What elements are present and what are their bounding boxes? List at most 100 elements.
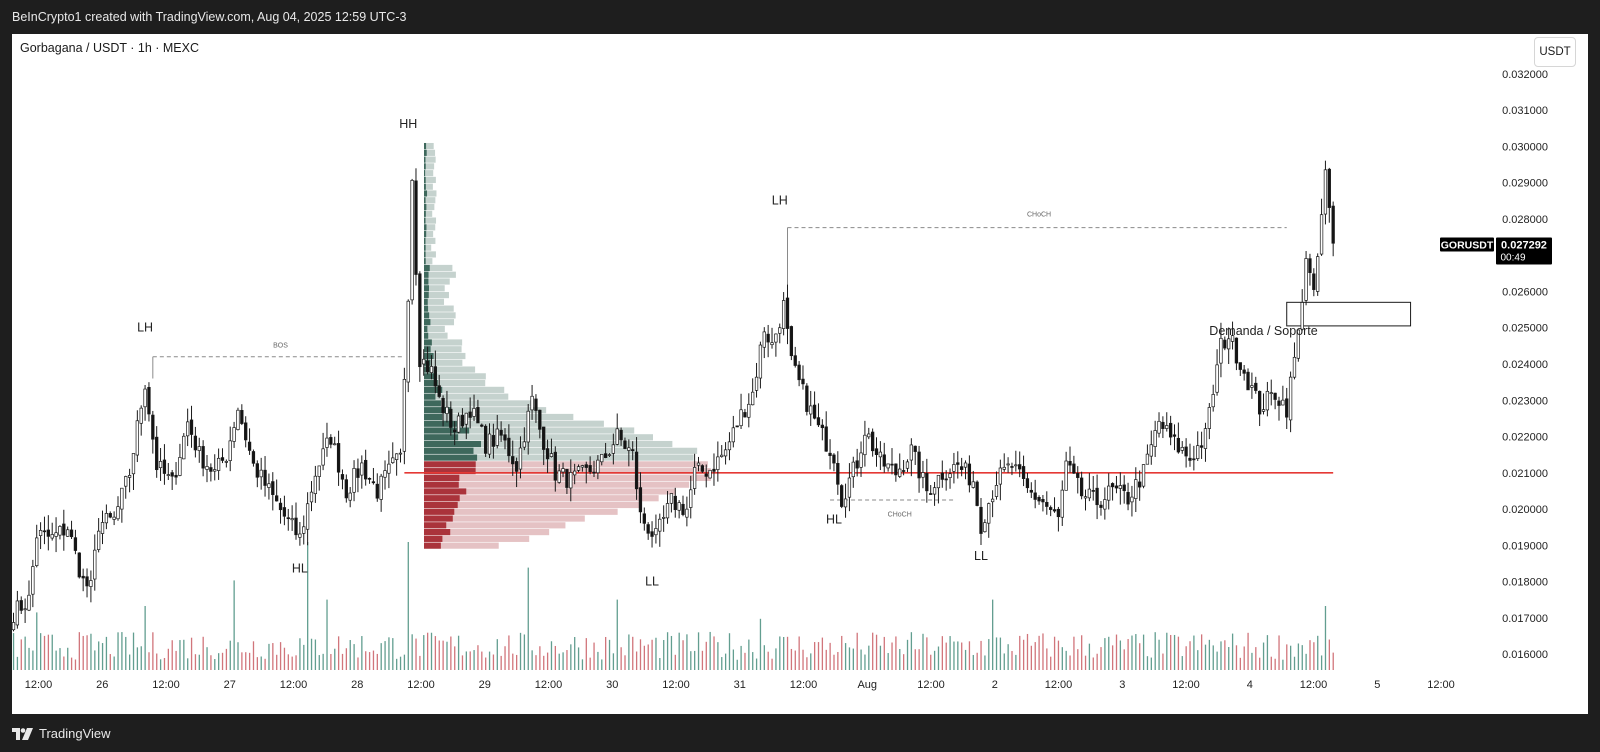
profile-row-total	[424, 501, 642, 509]
volume-bar	[736, 659, 738, 670]
volume-bar	[117, 632, 119, 670]
profile-row-core	[424, 210, 426, 217]
volume-bar	[759, 618, 762, 670]
volume-bar	[1313, 642, 1315, 670]
volume-bar	[218, 653, 220, 670]
candle-body	[1130, 496, 1134, 503]
time-tick-label: 31	[734, 679, 746, 691]
candle-body	[367, 477, 372, 480]
volume-bar	[581, 659, 584, 670]
profile-row-total	[424, 488, 676, 495]
candle-body	[1087, 488, 1092, 499]
volume-bar	[655, 637, 657, 670]
candle-body	[1068, 461, 1072, 466]
volume-bar	[1061, 647, 1063, 670]
candle-body	[507, 437, 511, 457]
candle-body	[735, 425, 739, 428]
price-tick-label: 0.023000	[1502, 395, 1548, 407]
tradingview-brand[interactable]: TradingView	[12, 726, 111, 741]
volume-bar	[1208, 639, 1211, 670]
profile-row-core	[424, 197, 426, 204]
candle-body	[228, 440, 232, 461]
candle-body	[387, 463, 391, 474]
structure-lines	[152, 227, 1334, 501]
chart-panel[interactable]: HH LH HL LL LH HL LL Demanda / Soporte BOS CHoCH C…	[12, 34, 1588, 714]
volume-bar	[167, 648, 169, 670]
profile-row-core	[424, 156, 426, 163]
volume-bar	[248, 652, 251, 670]
demand-zone	[1286, 301, 1412, 327]
volume-bar	[999, 637, 1002, 670]
volume-bar	[674, 654, 676, 670]
volume-bar	[1154, 632, 1156, 670]
volume-bar	[516, 654, 518, 670]
candle-body	[959, 466, 964, 470]
candle-body	[809, 405, 813, 415]
volume-bar	[697, 632, 700, 670]
volume-bar	[589, 657, 591, 670]
candle-body	[247, 441, 252, 451]
candle-body	[600, 453, 604, 463]
profile-row-core	[424, 278, 429, 285]
volume-bar	[953, 641, 955, 670]
volume-bar	[713, 636, 715, 670]
volume-bar	[361, 636, 363, 670]
volume-bar	[202, 636, 204, 670]
volume-bar	[82, 635, 84, 670]
candle-body	[391, 457, 395, 464]
candle-body	[383, 470, 387, 478]
volume-bar	[740, 645, 742, 670]
candle-body	[607, 454, 612, 456]
volume-bar	[368, 652, 371, 670]
candle-body	[569, 472, 573, 489]
volume-bar	[496, 639, 498, 670]
volume-bar	[1100, 647, 1102, 670]
candle-body	[518, 447, 523, 470]
volume-bar	[1088, 643, 1091, 670]
volume-bar	[841, 635, 843, 670]
currency-button[interactable]: USDT	[1534, 37, 1576, 67]
candle-body	[1319, 214, 1324, 255]
candle-body	[549, 453, 554, 457]
candle-body	[1246, 371, 1250, 391]
volume-bar	[16, 656, 19, 670]
price-chart[interactable]: HH LH HL LL LH HL LL Demanda / Soporte BOS CHoCH C…	[12, 34, 1588, 714]
candle-body	[402, 379, 407, 452]
candle-body	[1304, 258, 1308, 301]
candle-body	[820, 424, 824, 429]
profile-row-core	[424, 305, 429, 312]
candle-body	[669, 493, 674, 504]
volume-bar	[682, 640, 684, 670]
volume-bar	[415, 638, 417, 670]
candle-body	[1076, 473, 1080, 478]
symbol-title[interactable]: Gorbagana / USDT · 1h · MEXC	[20, 41, 200, 55]
candle-body	[673, 495, 677, 511]
volume-bar	[43, 635, 46, 670]
candle-body	[743, 412, 747, 418]
profile-row-core	[424, 176, 426, 184]
demand-zone-box	[1286, 301, 1412, 327]
candle-body	[754, 376, 759, 391]
candle-body	[894, 463, 898, 476]
volume-bar	[968, 641, 971, 670]
candle-body	[290, 518, 294, 521]
volume-bar	[620, 647, 622, 670]
volume-bar	[864, 654, 866, 670]
candle-body	[929, 493, 933, 495]
profile-row-core	[424, 244, 426, 251]
price-tick-label: 0.024000	[1502, 359, 1548, 371]
volume-bar	[109, 654, 111, 670]
candle-body	[1257, 390, 1262, 415]
volume-bar	[210, 655, 212, 670]
candle-body	[572, 470, 577, 476]
volume-bar	[562, 652, 564, 670]
volume-bar	[1042, 633, 1044, 670]
volume-bar	[36, 612, 38, 670]
volume-bar	[90, 633, 92, 670]
time-tick-label: 12:00	[1045, 679, 1073, 691]
volume-bar	[136, 647, 139, 670]
volume-bar	[1309, 640, 1311, 670]
profile-row-total	[424, 346, 462, 353]
volume-bar	[1305, 653, 1307, 670]
candle-body	[1285, 398, 1289, 418]
